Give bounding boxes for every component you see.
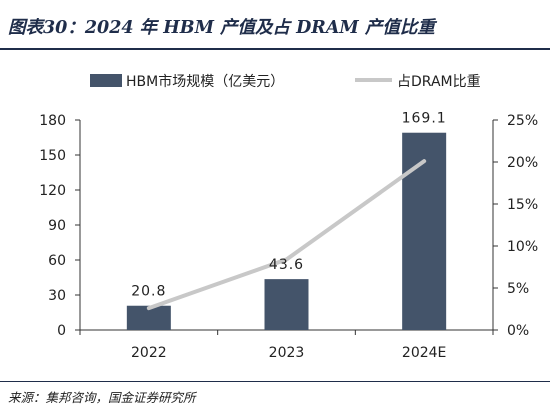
legend: HBM市场规模（亿美元） 占DRAM比重 [90,73,481,90]
right-tick-label: 5% [507,281,529,297]
left-tick-label: 30 [48,288,66,304]
bar-data-label: 43.6 [269,257,304,273]
left-tick-label: 0 [57,323,66,339]
legend-bar-swatch [90,74,122,87]
x-tick-label: 2022 [131,345,167,361]
right-tick-label: 0% [507,323,529,339]
figure-title: 图表30：2024 年 HBM 产值及占 DRAM 产值比重 [8,18,435,38]
data-labels: 20.8 43.6 169.1 [131,111,447,300]
bar [264,279,309,330]
legend-line-label: 占DRAM比重 [397,74,481,90]
title-rule [0,48,550,50]
bar [402,132,447,330]
share-point [148,307,150,309]
share-point [286,258,287,260]
bar-data-label: 20.8 [131,284,166,300]
x-tick-label: 2023 [269,345,305,361]
x-tick-label: 2024E [402,345,446,361]
left-tick-label: 180 [39,113,66,129]
line-series [146,159,427,311]
combo-chart: HBM市场规模（亿美元） 占DRAM比重 0 30 60 90 120 150 180 0% 5%… [39,73,538,361]
share-point [423,160,425,162]
bar-data-label: 169.1 [402,111,447,127]
right-tick-label: 20% [507,155,538,171]
left-tick-label: 150 [39,148,66,164]
left-tick-label: 90 [48,218,66,234]
bar-series [126,132,447,330]
source-note: 来源：集邦咨询，国金证券研究所 [8,390,196,405]
legend-bar-label: HBM市场规模（亿美元） [126,73,284,90]
source-rule [0,381,550,382]
left-tick-label: 60 [48,253,66,269]
right-tick-label: 15% [507,197,538,213]
left-tick-label: 120 [39,183,66,199]
right-tick-label: 25% [507,113,538,129]
right-tick-label: 10% [507,239,538,255]
